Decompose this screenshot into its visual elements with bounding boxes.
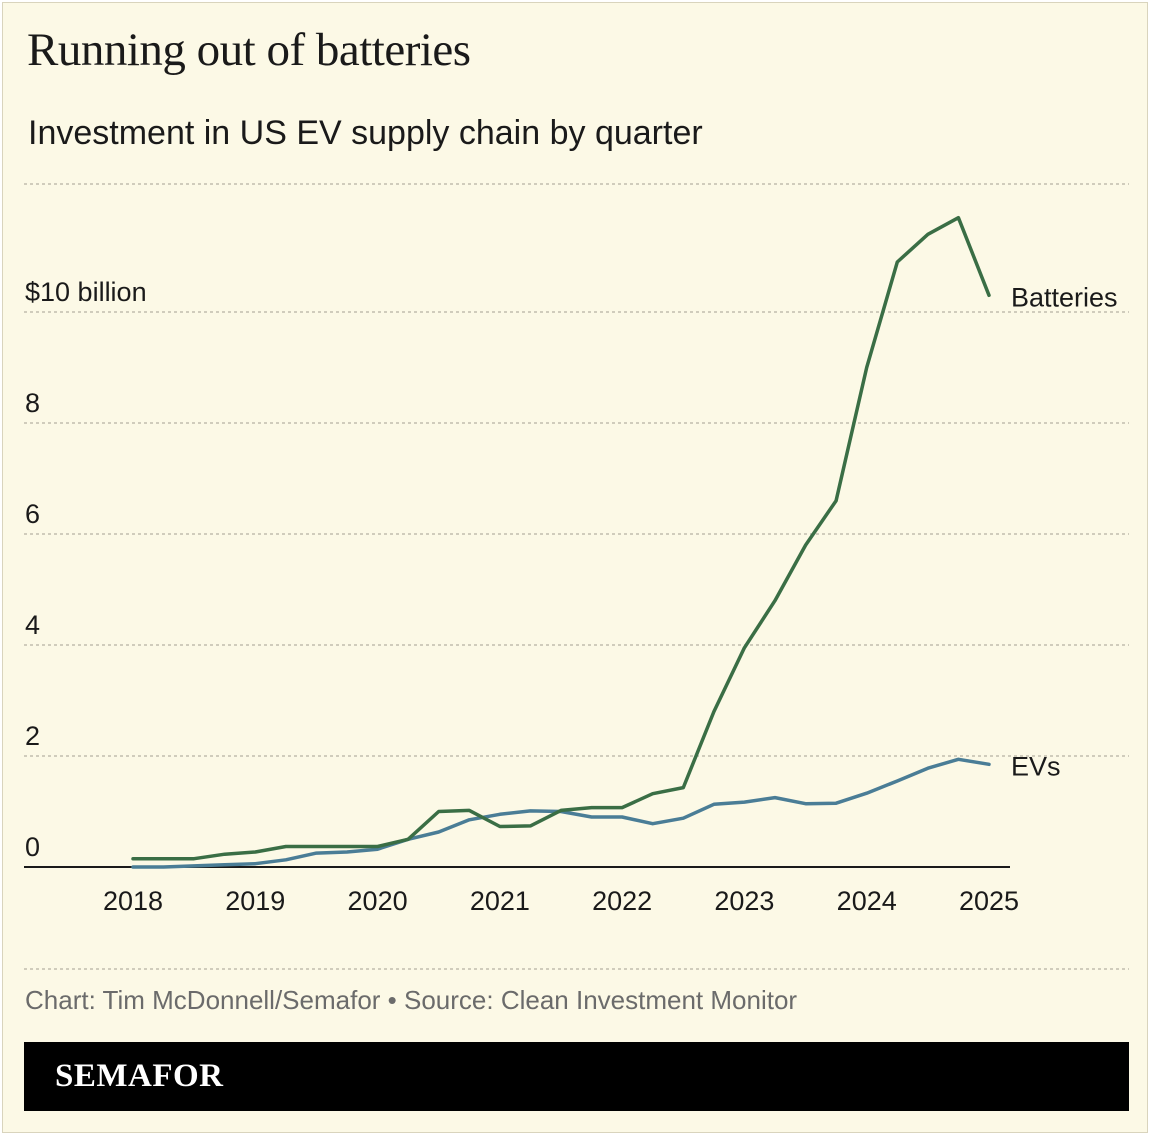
y-tick-label: 4 bbox=[25, 610, 40, 640]
series-label-batteries: Batteries bbox=[1011, 282, 1118, 312]
y-tick-label: 6 bbox=[25, 499, 40, 529]
series-label-evs: EVs bbox=[1011, 751, 1061, 781]
x-tick-label: 2019 bbox=[225, 886, 285, 916]
grid-lines bbox=[24, 183, 1129, 970]
x-tick-label: 2018 bbox=[103, 886, 163, 916]
x-tick-label: 2024 bbox=[837, 886, 897, 916]
y-tick-labels: 0 2 4 6 8 $10 billion bbox=[25, 277, 147, 862]
x-tick-label: 2020 bbox=[348, 886, 408, 916]
series-lines bbox=[131, 215, 991, 869]
y-tick-label: 2 bbox=[25, 721, 40, 751]
series-labels: Batteries EVs bbox=[1011, 282, 1118, 781]
x-tick-label: 2022 bbox=[592, 886, 652, 916]
x-tick-label: 2025 bbox=[959, 886, 1019, 916]
x-tick-label: 2021 bbox=[470, 886, 530, 916]
semafor-logo: SEMAFOR bbox=[55, 1058, 224, 1094]
chart-title: Running out of batteries bbox=[27, 24, 471, 76]
chart-subtitle: Investment in US EV supply chain by quar… bbox=[28, 114, 703, 152]
y-tick-label: 0 bbox=[25, 832, 40, 862]
x-tick-label: 2023 bbox=[714, 886, 774, 916]
x-tick-labels: 2018 2019 2020 2021 2022 2023 2024 2025 bbox=[103, 886, 1019, 916]
y-tick-label: 8 bbox=[25, 388, 40, 418]
source-credit: Chart: Tim McDonnell/Semafor • Source: C… bbox=[25, 985, 798, 1015]
y-tick-label: $10 billion bbox=[25, 277, 147, 307]
brand-bar: SEMAFOR bbox=[24, 1042, 1129, 1111]
series-line-batteries bbox=[131, 215, 991, 861]
